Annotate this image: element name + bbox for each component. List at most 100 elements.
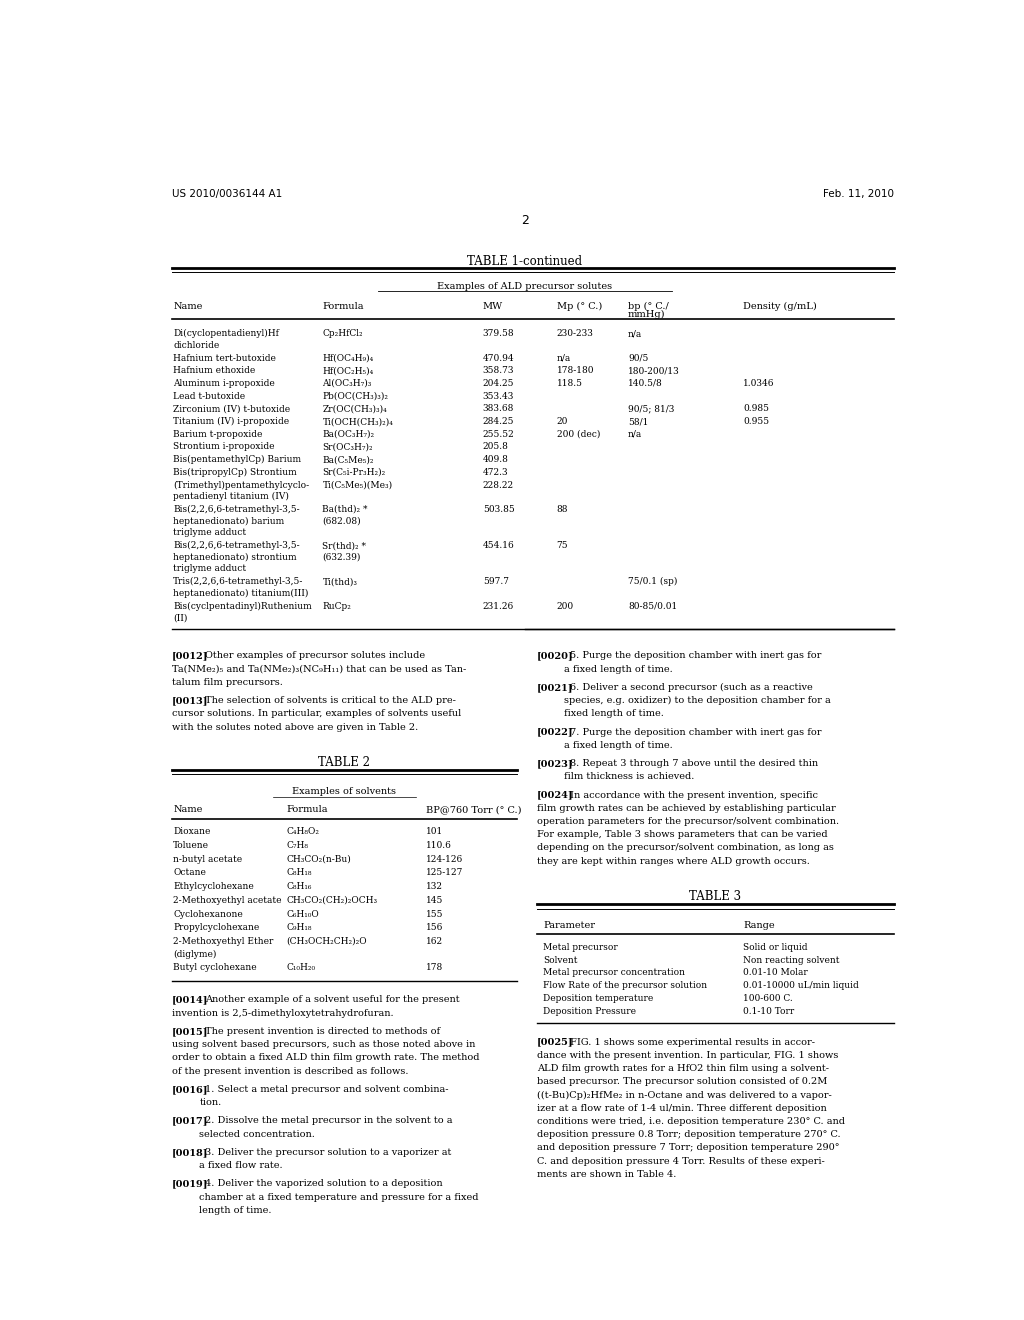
Text: 2. Dissolve the metal precursor in the solvent to a: 2. Dissolve the metal precursor in the s… bbox=[205, 1117, 453, 1126]
Text: C₁₀H₂₀: C₁₀H₂₀ bbox=[287, 964, 315, 973]
Text: 90/5: 90/5 bbox=[628, 354, 648, 363]
Text: invention is 2,5-dimethyloxytetrahydrofuran.: invention is 2,5-dimethyloxytetrahydrofu… bbox=[172, 1008, 393, 1018]
Text: dichloride: dichloride bbox=[173, 341, 219, 350]
Text: [0019]: [0019] bbox=[172, 1179, 208, 1188]
Text: C₇H₈: C₇H₈ bbox=[287, 841, 308, 850]
Text: ALD film growth rates for a HfO2 thin film using a solvent-: ALD film growth rates for a HfO2 thin fi… bbox=[537, 1064, 828, 1073]
Text: 110.6: 110.6 bbox=[426, 841, 452, 850]
Text: species, e.g. oxidizer) to the deposition chamber for a: species, e.g. oxidizer) to the depositio… bbox=[564, 696, 831, 705]
Text: 379.58: 379.58 bbox=[482, 329, 514, 338]
Text: 255.52: 255.52 bbox=[482, 430, 514, 438]
Text: bp (° C./: bp (° C./ bbox=[628, 302, 669, 310]
Text: Another example of a solvent useful for the present: Another example of a solvent useful for … bbox=[205, 995, 460, 1005]
Text: Sr(C₅i-Pr₃H₂)₂: Sr(C₅i-Pr₃H₂)₂ bbox=[323, 467, 386, 477]
Text: ((t-Bu)Cp)₂HfMe₂ in n-Octane and was delivered to a vapor-: ((t-Bu)Cp)₂HfMe₂ in n-Octane and was del… bbox=[537, 1090, 831, 1100]
Text: Parameter: Parameter bbox=[543, 921, 595, 929]
Text: triglyme adduct: triglyme adduct bbox=[173, 528, 247, 537]
Text: Ethylcyclohexane: Ethylcyclohexane bbox=[173, 882, 254, 891]
Text: 2-Methoxyethyl Ether: 2-Methoxyethyl Ether bbox=[173, 937, 273, 946]
Text: [0020]: [0020] bbox=[537, 651, 573, 660]
Text: C₈H₁₈: C₈H₁₈ bbox=[287, 869, 312, 878]
Text: Metal precursor: Metal precursor bbox=[543, 942, 617, 952]
Text: (CH₃OCH₂CH₂)₂O: (CH₃OCH₂CH₂)₂O bbox=[287, 937, 368, 946]
Text: 0.985: 0.985 bbox=[743, 404, 769, 413]
Text: 4. Deliver the vaporized solution to a deposition: 4. Deliver the vaporized solution to a d… bbox=[205, 1179, 442, 1188]
Text: Zirconium (IV) t-butoxide: Zirconium (IV) t-butoxide bbox=[173, 404, 291, 413]
Text: Solid or liquid: Solid or liquid bbox=[743, 942, 808, 952]
Text: selected concentration.: selected concentration. bbox=[200, 1130, 315, 1139]
Text: [0022]: [0022] bbox=[537, 727, 573, 737]
Text: conditions were tried, i.e. deposition temperature 230° C. and: conditions were tried, i.e. deposition t… bbox=[537, 1117, 845, 1126]
Text: Hf(OC₄H₉)₄: Hf(OC₄H₉)₄ bbox=[323, 354, 374, 363]
Text: Ba(C₅Me₅)₂: Ba(C₅Me₅)₂ bbox=[323, 455, 374, 465]
Text: 118.5: 118.5 bbox=[557, 379, 583, 388]
Text: Deposition Pressure: Deposition Pressure bbox=[543, 1007, 636, 1015]
Text: 162: 162 bbox=[426, 937, 442, 946]
Text: Di(cyclopentadienyl)Hf: Di(cyclopentadienyl)Hf bbox=[173, 329, 280, 338]
Text: MW: MW bbox=[482, 302, 503, 310]
Text: Examples of ALD precursor solutes: Examples of ALD precursor solutes bbox=[437, 282, 612, 292]
Text: chamber at a fixed temperature and pressure for a fixed: chamber at a fixed temperature and press… bbox=[200, 1192, 479, 1201]
Text: 231.26: 231.26 bbox=[482, 602, 514, 611]
Text: Non reacting solvent: Non reacting solvent bbox=[743, 956, 840, 965]
Text: Formula: Formula bbox=[323, 302, 364, 310]
Text: they are kept within ranges where ALD growth occurs.: they are kept within ranges where ALD gr… bbox=[537, 857, 810, 866]
Text: The present invention is directed to methods of: The present invention is directed to met… bbox=[205, 1027, 440, 1036]
Text: 7. Purge the deposition chamber with inert gas for: 7. Purge the deposition chamber with ine… bbox=[570, 727, 821, 737]
Text: n/a: n/a bbox=[628, 430, 642, 438]
Text: Bis(tripropylCp) Strontium: Bis(tripropylCp) Strontium bbox=[173, 467, 297, 477]
Text: 230-233: 230-233 bbox=[557, 329, 594, 338]
Text: a fixed length of time.: a fixed length of time. bbox=[564, 664, 673, 673]
Text: 20: 20 bbox=[557, 417, 568, 426]
Text: Formula: Formula bbox=[287, 805, 329, 814]
Text: Solvent: Solvent bbox=[543, 956, 578, 965]
Text: 180-200/13: 180-200/13 bbox=[628, 366, 680, 375]
Text: order to obtain a fixed ALD thin film growth rate. The method: order to obtain a fixed ALD thin film gr… bbox=[172, 1053, 479, 1063]
Text: Sr(thd)₂ *: Sr(thd)₂ * bbox=[323, 541, 367, 550]
Text: fixed length of time.: fixed length of time. bbox=[564, 709, 665, 718]
Text: Hafnium tert-butoxide: Hafnium tert-butoxide bbox=[173, 354, 276, 363]
Text: (632.39): (632.39) bbox=[323, 553, 360, 562]
Text: with the solutes noted above are given in Table 2.: with the solutes noted above are given i… bbox=[172, 722, 418, 731]
Text: Butyl cyclohexane: Butyl cyclohexane bbox=[173, 964, 257, 973]
Text: 6. Deliver a second precursor (such as a reactive: 6. Deliver a second precursor (such as a… bbox=[570, 682, 813, 692]
Text: 90/5; 81/3: 90/5; 81/3 bbox=[628, 404, 675, 413]
Text: 284.25: 284.25 bbox=[482, 417, 514, 426]
Text: 353.43: 353.43 bbox=[482, 392, 514, 401]
Text: 1. Select a metal precursor and solvent combina-: 1. Select a metal precursor and solvent … bbox=[205, 1085, 449, 1094]
Text: 0.01-10 Molar: 0.01-10 Molar bbox=[743, 969, 808, 978]
Text: [0016]: [0016] bbox=[172, 1085, 208, 1094]
Text: Strontium i-propoxide: Strontium i-propoxide bbox=[173, 442, 274, 451]
Text: 75: 75 bbox=[557, 541, 568, 550]
Text: 454.16: 454.16 bbox=[482, 541, 514, 550]
Text: Bis(2,2,6,6-tetramethyl-3,5-: Bis(2,2,6,6-tetramethyl-3,5- bbox=[173, 541, 300, 550]
Text: 75/0.1 (sp): 75/0.1 (sp) bbox=[628, 577, 677, 586]
Text: 100-600 C.: 100-600 C. bbox=[743, 994, 793, 1003]
Text: length of time.: length of time. bbox=[200, 1205, 272, 1214]
Text: Tris(2,2,6,6-tetramethyl-3,5-: Tris(2,2,6,6-tetramethyl-3,5- bbox=[173, 577, 303, 586]
Text: of the present invention is described as follows.: of the present invention is described as… bbox=[172, 1067, 409, 1076]
Text: Density (g/mL): Density (g/mL) bbox=[743, 302, 817, 310]
Text: n/a: n/a bbox=[628, 329, 642, 338]
Text: 200 (dec): 200 (dec) bbox=[557, 430, 600, 438]
Text: Hf(OC₂H₅)₄: Hf(OC₂H₅)₄ bbox=[323, 366, 374, 375]
Text: Titanium (IV) i-propoxide: Titanium (IV) i-propoxide bbox=[173, 417, 290, 426]
Text: Ti(thd)₃: Ti(thd)₃ bbox=[323, 577, 357, 586]
Text: (Trimethyl)pentamethylcyclo-: (Trimethyl)pentamethylcyclo- bbox=[173, 480, 309, 490]
Text: [0015]: [0015] bbox=[172, 1027, 208, 1036]
Text: Toluene: Toluene bbox=[173, 841, 209, 850]
Text: 597.7: 597.7 bbox=[482, 577, 509, 586]
Text: using solvent based precursors, such as those noted above in: using solvent based precursors, such as … bbox=[172, 1040, 475, 1049]
Text: 1.0346: 1.0346 bbox=[743, 379, 774, 388]
Text: dance with the present invention. In particular, FIG. 1 shows: dance with the present invention. In par… bbox=[537, 1051, 838, 1060]
Text: 0.955: 0.955 bbox=[743, 417, 769, 426]
Text: based precursor. The precursor solution consisted of 0.2M: based precursor. The precursor solution … bbox=[537, 1077, 827, 1086]
Text: 2: 2 bbox=[521, 214, 528, 227]
Text: Hafnium ethoxide: Hafnium ethoxide bbox=[173, 366, 255, 375]
Text: TABLE 3: TABLE 3 bbox=[689, 890, 741, 903]
Text: 3. Deliver the precursor solution to a vaporizer at: 3. Deliver the precursor solution to a v… bbox=[205, 1148, 452, 1156]
Text: BP@760 Torr (° C.): BP@760 Torr (° C.) bbox=[426, 805, 521, 814]
Text: 358.73: 358.73 bbox=[482, 366, 514, 375]
Text: C. and deposition pressure 4 Torr. Results of these experi-: C. and deposition pressure 4 Torr. Resul… bbox=[537, 1156, 824, 1166]
Text: mmHg): mmHg) bbox=[628, 310, 666, 319]
